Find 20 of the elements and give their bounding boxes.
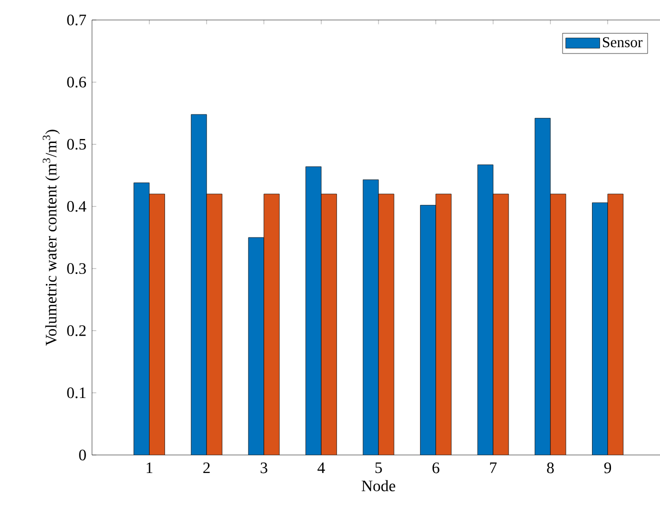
x-axis-title: Node [362, 480, 396, 492]
y-tick-label: 0.2 [67, 325, 86, 336]
x-tick-label: 7 [490, 462, 497, 473]
y-tick-label: 0.4 [67, 201, 86, 212]
x-tick-label: 9 [604, 462, 612, 474]
x-tick-label: 5 [375, 462, 382, 474]
x-tick-label: 2 [203, 462, 210, 474]
y-axis-title: Volumetric water content (m$^{3}$/m$^{3}$) [42, 130, 60, 346]
x-tick-label: 8 [547, 462, 554, 474]
y-tick-label: 0.7 [67, 14, 86, 26]
x-tick-label: 1 [146, 462, 152, 474]
x-tick-label: 6 [432, 462, 440, 474]
y-tick-label: 0 [79, 450, 86, 460]
y-tick-label: 0.3 [67, 263, 86, 274]
legend-label: Sensor [602, 37, 643, 48]
x-tick-label: 3 [260, 462, 268, 474]
y-tick-label: 0.5 [67, 138, 86, 150]
x-tick-label: 4 [318, 462, 325, 473]
y-tick-label: 0.6 [67, 76, 86, 88]
y-tick-label: 0.1 [67, 387, 86, 398]
